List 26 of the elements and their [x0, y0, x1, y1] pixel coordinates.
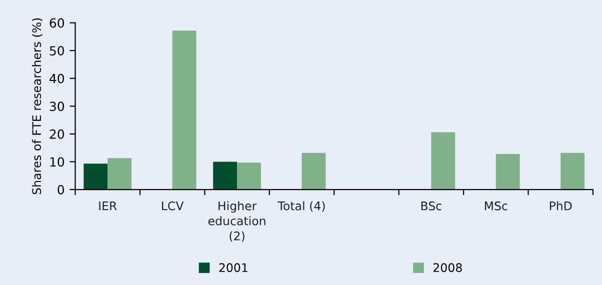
- bar: [496, 154, 520, 190]
- bar: [108, 158, 132, 190]
- x-tick-label: BSc: [421, 201, 442, 210]
- x-tick-label: Higher education (2): [208, 201, 266, 242]
- y-tick-label: 40: [50, 74, 64, 84]
- x-tick-label: Total (4): [278, 201, 325, 212]
- y-tick-label: 50: [50, 46, 64, 56]
- bar: [172, 30, 196, 190]
- x-tick-label: LCV: [162, 201, 184, 210]
- y-tick-label: 60: [50, 18, 64, 28]
- y-tick-label: 20: [50, 129, 64, 139]
- bar: [302, 152, 326, 190]
- bar: [560, 152, 585, 190]
- x-tick-label: MSc: [484, 201, 508, 210]
- x-tick-label: PhD: [550, 201, 572, 210]
- y-axis-title: Shares of FTE researchers (%): [32, 18, 42, 194]
- legend-label: 2001: [219, 263, 248, 272]
- bar: [213, 162, 238, 190]
- legend-label: 2008: [433, 263, 462, 272]
- bar: [237, 162, 261, 190]
- bar: [431, 132, 456, 190]
- y-tick-label: 30: [50, 102, 64, 112]
- bar: [84, 164, 108, 190]
- x-tick-label: IER: [99, 202, 117, 210]
- y-tick-label: 0: [58, 184, 64, 194]
- y-tick-label: 10: [50, 157, 64, 167]
